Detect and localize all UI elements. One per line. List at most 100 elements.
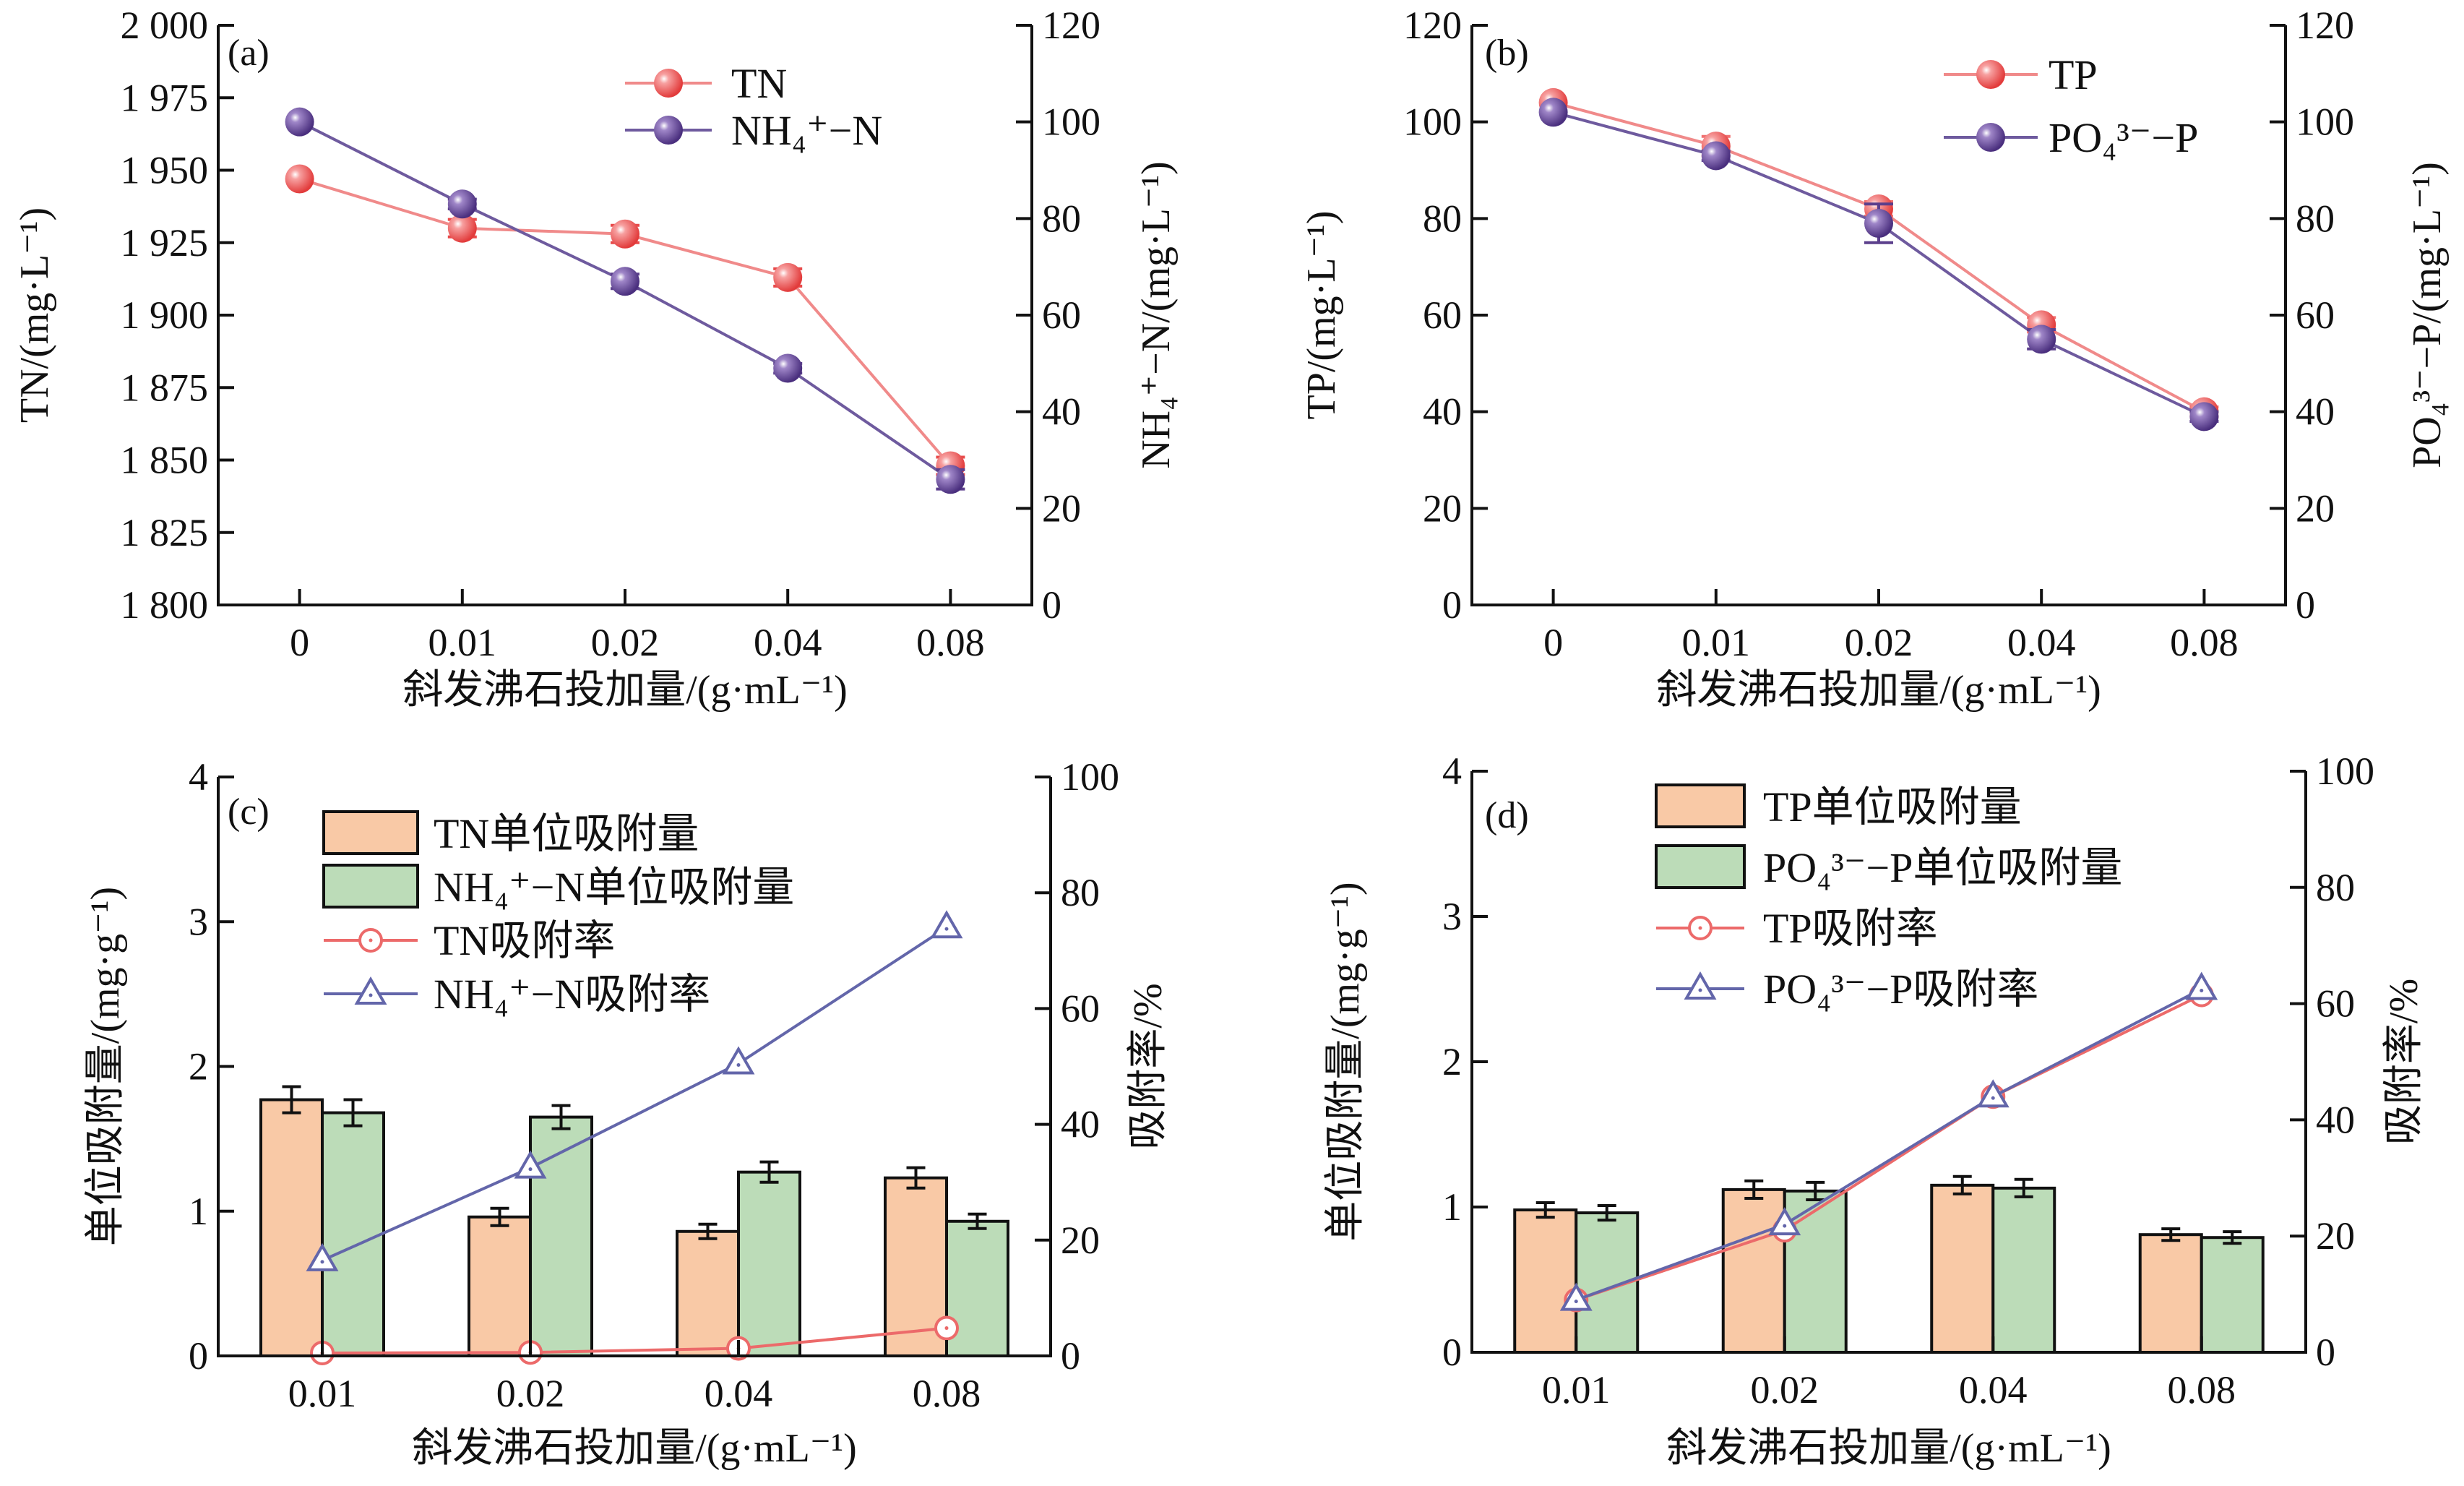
- triangle-marker: [1976, 1079, 2009, 1108]
- error-bar: [1744, 1179, 1764, 1200]
- x-tick-label: 0.04: [1959, 1368, 2028, 1412]
- right-tick-label: 20: [1061, 1219, 1100, 1262]
- legend-label: NH₄⁺−N吸附率: [434, 971, 710, 1018]
- right-tick-label: 40: [2296, 390, 2335, 434]
- right-tick-label: 60: [1061, 987, 1100, 1030]
- x-tick-label: 0.02: [496, 1372, 565, 1415]
- left-tick-label: 1 850: [121, 439, 209, 482]
- x-tick-label: 0.08: [2170, 621, 2239, 664]
- legend-label: PO₄³⁻−P单位吸附量: [1763, 844, 2122, 891]
- sphere-marker: [285, 164, 314, 194]
- error-bar: [698, 1222, 718, 1240]
- left-tick-label: 1 825: [121, 511, 209, 554]
- left-tick-label: 2 000: [121, 4, 209, 47]
- panel-label: (b): [1485, 33, 1529, 74]
- x-tick-label: 0.02: [1845, 621, 1913, 664]
- marker-dot: [528, 1167, 533, 1172]
- legend-label: TN单位吸附量: [434, 810, 699, 857]
- x-tick-label: 0: [1543, 621, 1563, 664]
- sphere-marker: [1701, 141, 1731, 171]
- right-tick-label: 120: [2296, 4, 2354, 47]
- left-tick-label: 0: [1442, 1331, 1462, 1374]
- bar: [737, 1170, 801, 1357]
- triangle-marker: [1768, 1207, 1801, 1236]
- sphere-marker: [611, 219, 639, 249]
- sphere-marker: [447, 189, 477, 219]
- right-tick-label: 60: [2316, 982, 2355, 1026]
- left-tick-label: 120: [1403, 4, 1462, 47]
- sphere-marker: [773, 262, 803, 292]
- x-axis-title: 斜发沸石投加量/(g·mL⁻¹): [412, 1426, 857, 1471]
- left-tick-label: 1: [1442, 1185, 1462, 1229]
- error-bar: [1806, 1180, 1825, 1201]
- left-tick-label: 80: [1423, 197, 1462, 240]
- panel-label: (d): [1485, 795, 1529, 836]
- x-tick-label: 0.08: [2168, 1368, 2236, 1412]
- triangle-marker: [1559, 1282, 1593, 1311]
- right-tick-label: 80: [2296, 197, 2335, 240]
- x-tick-label: 0.01: [428, 621, 497, 664]
- right-tick-label: 100: [1061, 755, 1119, 799]
- right-tick-label: 80: [1042, 197, 1081, 240]
- bar: [321, 1111, 385, 1357]
- x-axis-title: 斜发沸石投加量/(g·mL⁻¹): [1656, 668, 2101, 713]
- legend: TP PO₄³⁻−P: [1944, 51, 2198, 161]
- triangle-marker: [1684, 971, 1717, 1000]
- bar: [676, 1229, 740, 1358]
- right-tick-label: 100: [2296, 100, 2354, 144]
- error-bar: [2223, 1230, 2242, 1245]
- error-bar: [2161, 1227, 2181, 1242]
- right-tick-label: 80: [1061, 871, 1100, 914]
- right-tick-label: 80: [2316, 866, 2355, 909]
- legend: TN单位吸附量 NH₄⁺−N单位吸附量 TN吸附率 NH₄⁺−N吸附率: [322, 810, 794, 1018]
- bar: [2138, 1233, 2203, 1354]
- sphere-marker: [654, 69, 683, 98]
- x-tick-label: 0.04: [2007, 621, 2076, 664]
- left-tick-label: 20: [1423, 486, 1462, 530]
- axes: [217, 776, 1052, 1357]
- sphere-marker: [654, 116, 683, 145]
- x-tick-label: 0.01: [1542, 1368, 1611, 1412]
- triangle-marker: [306, 1242, 339, 1271]
- right-tick-label: 20: [1042, 486, 1081, 530]
- sphere-marker: [2189, 402, 2219, 431]
- marker-dot: [944, 1326, 949, 1331]
- panel-a: 1 800 1 825 1 850 1 875 1 900 1 925 1 950 1 975…: [12, 4, 1179, 713]
- error-bar: [1597, 1203, 1616, 1222]
- sphere-marker: [1864, 209, 1893, 239]
- error-bar: [1952, 1174, 1972, 1195]
- marker-dot: [369, 993, 373, 997]
- sphere-marker: [1976, 60, 2005, 89]
- bar: [1930, 1183, 1995, 1354]
- sphere-marker: [285, 107, 314, 137]
- x-tick-label: 0: [290, 621, 309, 664]
- marker-dot: [1574, 1300, 1578, 1304]
- left-tick-label: 1: [189, 1190, 208, 1233]
- axes: [217, 24, 1033, 606]
- marker-dot: [369, 938, 373, 942]
- right-axis-title: 吸附率/%: [2382, 979, 2426, 1145]
- error-bar: [282, 1085, 301, 1114]
- error-bar: [551, 1104, 571, 1130]
- legend-label: PO₄³⁻−P吸附率: [1763, 966, 2038, 1013]
- right-tick-label: 20: [2296, 486, 2335, 530]
- left-tick-label: 0: [189, 1334, 208, 1378]
- x-axis-title: 斜发沸石投加量/(g·mL⁻¹): [402, 668, 848, 713]
- right-tick-label: 60: [1042, 293, 1081, 337]
- left-tick-label: 4: [189, 755, 208, 799]
- x-tick-label: 0.02: [591, 621, 660, 664]
- left-tick-label: 100: [1403, 100, 1462, 144]
- right-tick-label: 40: [1042, 390, 1081, 434]
- error-bar: [968, 1212, 987, 1230]
- triangle-marker: [354, 976, 387, 1005]
- x-tick-label: 0.01: [1682, 621, 1751, 664]
- x-tick-label: 0.08: [916, 621, 985, 664]
- sphere-marker: [1976, 123, 2005, 152]
- error-bar: [343, 1098, 363, 1128]
- bar: [2200, 1236, 2265, 1354]
- left-tick-label: 0: [1442, 583, 1462, 627]
- left-tick-label: 1 875: [121, 366, 209, 409]
- triangle-marker: [2185, 971, 2218, 1000]
